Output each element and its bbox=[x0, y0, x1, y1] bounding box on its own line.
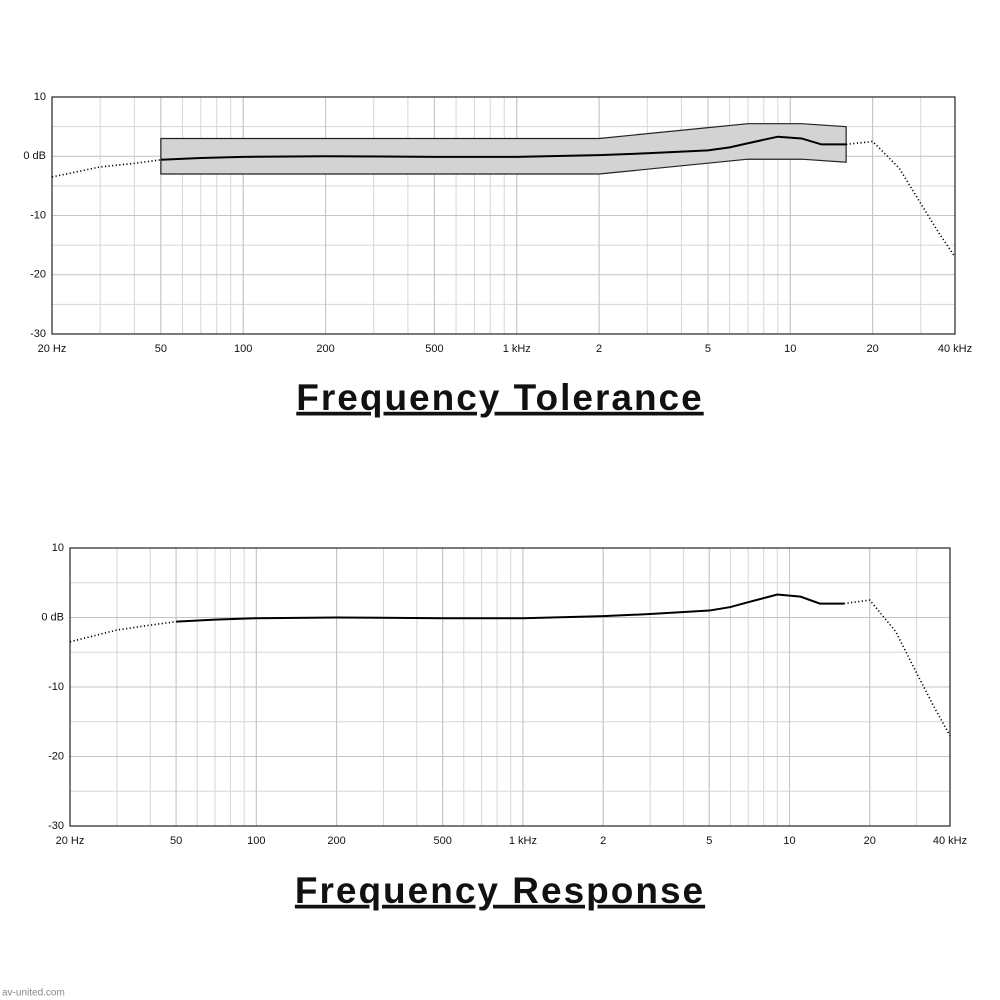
y-tick-label: -10 bbox=[48, 681, 64, 693]
response-line bbox=[51, 159, 161, 178]
chart-title: Frequency Response bbox=[295, 870, 705, 911]
y-tick-label: -30 bbox=[48, 820, 64, 832]
response-line bbox=[846, 140, 956, 258]
x-tick-label: 2 bbox=[600, 835, 606, 847]
y-tick-label: 10 bbox=[34, 91, 46, 103]
response-line bbox=[843, 599, 951, 737]
x-tick-label: 10 bbox=[783, 835, 795, 847]
x-tick-label: 40 kHz bbox=[938, 343, 972, 355]
plot-frame bbox=[51, 96, 956, 335]
x-tick-label: 20 bbox=[864, 835, 876, 847]
x-tick-label: 20 bbox=[867, 343, 879, 355]
tolerance-band bbox=[160, 123, 847, 175]
y-tick-label: -20 bbox=[48, 750, 64, 762]
watermark: av-united.com bbox=[2, 988, 65, 999]
x-tick-label: 1 kHz bbox=[503, 343, 531, 355]
y-tick-label: -30 bbox=[30, 328, 46, 340]
x-tick-label: 1 kHz bbox=[509, 835, 537, 847]
x-tick-label: 200 bbox=[327, 835, 345, 847]
x-tick-label: 500 bbox=[433, 835, 451, 847]
x-tick-label: 500 bbox=[425, 343, 443, 355]
x-tick-label: 50 bbox=[170, 835, 182, 847]
y-tick-label: 0 dB bbox=[41, 611, 64, 623]
x-tick-label: 100 bbox=[247, 835, 265, 847]
plot-frame bbox=[69, 547, 951, 827]
y-tick-label: 10 bbox=[52, 542, 64, 554]
x-tick-label: 100 bbox=[234, 343, 252, 355]
y-tick-label: -10 bbox=[30, 209, 46, 221]
y-tick-label: -20 bbox=[30, 269, 46, 281]
response-line bbox=[176, 593, 844, 623]
x-tick-label: 20 Hz bbox=[38, 343, 67, 355]
chart-title: Frequency Tolerance bbox=[296, 377, 703, 418]
x-tick-label: 2 bbox=[596, 343, 602, 355]
x-tick-label: 40 kHz bbox=[933, 835, 967, 847]
response-line bbox=[160, 135, 847, 161]
response-line bbox=[69, 620, 177, 643]
x-tick-label: 200 bbox=[316, 343, 334, 355]
x-tick-label: 5 bbox=[706, 835, 712, 847]
x-tick-label: 20 Hz bbox=[56, 835, 85, 847]
x-tick-label: 50 bbox=[155, 343, 167, 355]
x-tick-label: 10 bbox=[784, 343, 796, 355]
x-tick-label: 5 bbox=[705, 343, 711, 355]
y-tick-label: 0 dB bbox=[23, 150, 46, 162]
